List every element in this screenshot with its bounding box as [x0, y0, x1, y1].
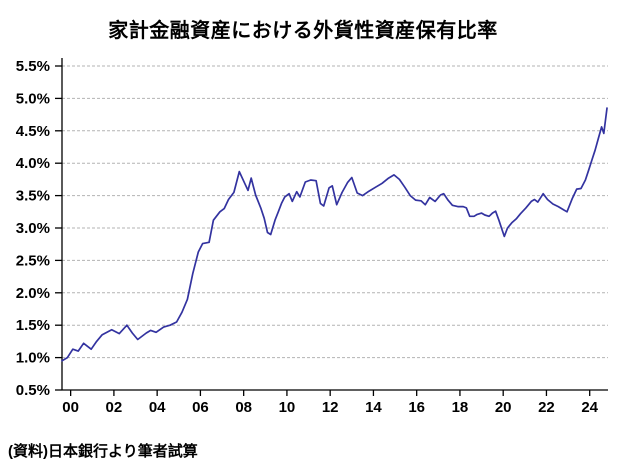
y-tick-label: 4.0%: [16, 155, 50, 172]
x-tick-label: 00: [62, 399, 79, 416]
chart-title: 家計金融資産における外貨性資産保有比率: [108, 20, 498, 42]
x-tick-label: 16: [408, 399, 425, 416]
y-tick-label: 3.5%: [16, 188, 50, 205]
y-tick-label: 1.5%: [16, 317, 50, 334]
y-tick-label: 3.0%: [16, 220, 50, 237]
data-series-line: [61, 107, 608, 362]
x-tick-label: 18: [452, 399, 469, 416]
y-tick-label: 1.0%: [16, 350, 50, 367]
x-tick-label: 20: [495, 399, 512, 416]
x-tick-label: 02: [106, 399, 123, 416]
x-tick-label: 06: [192, 399, 209, 416]
x-tick-label: 04: [149, 399, 166, 416]
source-note: (資料)日本銀行より筆者試算: [8, 443, 198, 460]
x-tick-label: 22: [538, 399, 555, 416]
x-tick-label: 12: [322, 399, 339, 416]
x-tick-label: 24: [581, 399, 598, 416]
y-tick-label: 4.5%: [16, 123, 50, 140]
y-tick-label: 0.5%: [16, 382, 50, 399]
x-tick-label: 10: [279, 399, 296, 416]
y-tick-label: 2.5%: [16, 252, 50, 269]
y-tick-label: 5.0%: [16, 90, 50, 107]
x-tick-label: 14: [365, 399, 382, 416]
y-tick-label: 5.5%: [16, 58, 50, 75]
y-tick-label: 2.0%: [16, 285, 50, 302]
x-tick-label: 08: [235, 399, 252, 416]
